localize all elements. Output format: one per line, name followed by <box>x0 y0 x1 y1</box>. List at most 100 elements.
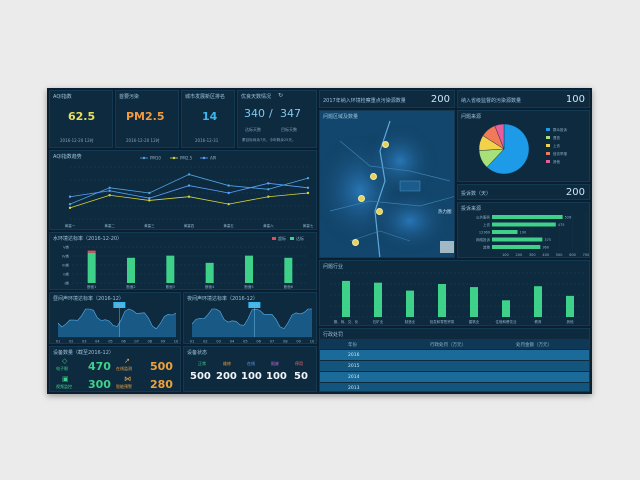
supervise-panel: 纳入省级监督的污染源数量 100 <box>457 90 590 108</box>
status-label-online: 在线 <box>247 361 255 366</box>
status-value-online: 100 <box>241 371 262 382</box>
y-tick-label: III类 <box>62 263 69 268</box>
bar <box>438 284 446 317</box>
aqi-date: 2016-12-20 12时 <box>60 138 94 143</box>
data-point <box>267 188 270 191</box>
x-tick-label: 06 <box>256 340 260 344</box>
complaints-title: 投诉数（天） <box>461 191 492 197</box>
x-tick-label: 10 <box>174 340 178 344</box>
data-point <box>227 202 230 206</box>
refresh-icon[interactable]: ↻ <box>278 92 284 99</box>
x-tick-label: 黄塞七 <box>303 223 314 228</box>
complaint-source-chart: 100 200 300 400 500 600 700 公共服务 526 上访 475 12369 19… <box>476 213 589 257</box>
table-row[interactable]: 2015 <box>320 361 589 371</box>
device-value-video: 300 <box>88 378 111 391</box>
marker-label: 44.5 <box>251 303 259 307</box>
x-tick-label: 06 <box>121 340 125 344</box>
bar <box>502 300 510 317</box>
legend-dot <box>172 156 176 160</box>
status-label-scrap: 报废 <box>271 361 279 366</box>
bar <box>245 255 253 283</box>
data-label: 475 <box>558 223 565 227</box>
bar <box>374 282 382 317</box>
x-tick-label: 断面3 <box>166 284 175 289</box>
marker-box <box>248 302 261 308</box>
penalty-year: 2013 <box>348 386 360 391</box>
legend-swatch <box>546 128 550 131</box>
data-point <box>306 176 310 180</box>
y-tick-label: V类 <box>63 245 69 250</box>
legend-swatch <box>546 144 550 147</box>
x-tick-label: 黄塞三 <box>144 223 155 228</box>
penalty-title: 行政处罚 <box>323 332 344 338</box>
share-icon: ⋈ <box>124 375 131 383</box>
legend-dot <box>142 156 146 160</box>
good-days-label-target: 目标天数 <box>281 127 297 132</box>
complaints-panel: 投诉数（天） 200 <box>457 184 590 200</box>
issue-source-title: 问题来源 <box>461 114 482 120</box>
bar <box>87 252 96 283</box>
device-label-online: 在线监测 <box>116 366 132 371</box>
x-tick-label: 400 <box>542 253 549 257</box>
legend-swatch <box>290 237 294 240</box>
x-tick-label: 其他 <box>567 319 575 324</box>
aqi-trend-panel: AQI指数趋势 PM10 PM2.5 API 黄塞一 黄塞二 黄塞三 黄塞四 黄塞五 黄塞六 黄塞… <box>49 150 317 230</box>
good-days-note: 累目标尚余7天，今年剩余25天。 <box>242 138 296 142</box>
legend-label: 其他 <box>553 159 561 164</box>
table-row[interactable]: 2013 <box>320 383 589 391</box>
data-point <box>267 195 270 198</box>
area-fill <box>58 309 176 337</box>
status-value-scrap: 100 <box>266 371 287 382</box>
bar <box>166 255 175 283</box>
legend-label: PM10 <box>150 156 161 161</box>
map-location-marker[interactable] <box>370 173 377 180</box>
status-value-repair: 200 <box>216 371 237 382</box>
aqi-trend-chart: PM10 PM2.5 API 黄塞一 黄塞二 黄塞三 黄塞四 黄塞五 黄塞六 黄塞七 <box>65 156 314 229</box>
table-row[interactable]: 2016 <box>320 350 589 360</box>
x-tick-label: 住宿和餐饮业 <box>496 319 517 324</box>
device-label-eye: 电子眼 <box>56 366 68 371</box>
pollutant-card-title: 首要污染 <box>119 94 140 100</box>
x-tick-label: 05 <box>108 340 112 344</box>
x-tick-label: 石矿业 <box>373 319 384 324</box>
legend-label: 信访举报 <box>553 151 567 156</box>
noise-night-panel: 夜间声环境达标率（2016-12） 44.5 01 02 03 04 05 06 07 08 09… <box>183 292 317 344</box>
status-label-normal: 正常 <box>198 361 206 366</box>
supervise-title: 纳入省级监督的污染源数量 <box>461 98 522 104</box>
bar <box>492 230 518 234</box>
aqi-card-title: AQI指数 <box>53 94 72 100</box>
series-line <box>69 192 309 209</box>
map-location-marker[interactable] <box>358 195 365 202</box>
y-tick-label: 公共服务 <box>476 215 490 220</box>
water-panel: 水环境达标率（2016-12-20） V类 IV类 III类 II类 I类 超标 达标 断面1… <box>49 232 317 290</box>
x-tick-label: 断面2 <box>126 284 135 289</box>
pollutant-date: 2016-12-20 12时 <box>126 138 160 143</box>
video-icon: ▣ <box>62 375 69 383</box>
good-days-label-actual: 达标天数 <box>245 127 261 132</box>
data-point <box>227 184 230 187</box>
bar <box>492 245 541 249</box>
x-tick-label: 600 <box>569 253 576 257</box>
device-status-title: 设备状态 <box>187 350 208 356</box>
x-tick-label: 200 <box>516 253 523 257</box>
table-row[interactable]: 2014 <box>320 372 589 382</box>
aqi-card: AQI指数 62.5 2016-12-20 12时 <box>49 90 113 148</box>
bar <box>205 262 214 283</box>
x-tick-label: 08 <box>148 340 152 344</box>
bar <box>342 280 350 317</box>
aqi-value: 62.5 <box>68 110 96 123</box>
device-label-video: 视频监控 <box>56 384 72 389</box>
map-location-marker[interactable] <box>382 141 389 148</box>
map-view[interactable] <box>320 111 455 258</box>
pie-slice <box>494 123 505 150</box>
noise-day-panel: 昼间声环境达标率（2016-12） 55.3 01 02 03 04 05 06 07 08 09… <box>49 292 181 344</box>
map-location-marker[interactable] <box>352 239 359 246</box>
legend-swatch <box>272 237 276 240</box>
data-label: 375 <box>544 238 551 242</box>
y-tick-label: 网络投诉 <box>476 237 490 242</box>
status-label-repair: 维修 <box>223 361 231 366</box>
map-location-marker[interactable] <box>376 208 383 215</box>
y-tick-label: 上访 <box>483 222 491 227</box>
supervise-value: 100 <box>565 94 585 105</box>
